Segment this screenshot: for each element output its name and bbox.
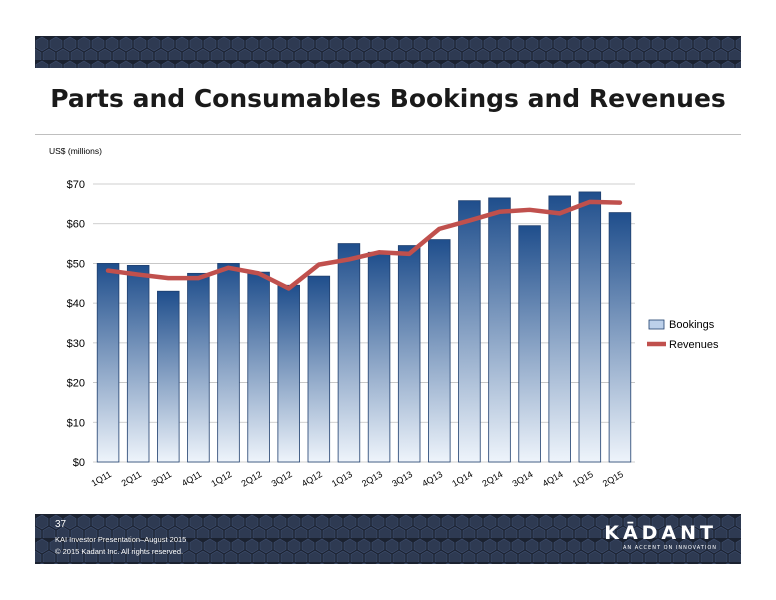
x-tick-label: 1Q15 [571,469,595,489]
bookings-bar [458,200,481,463]
x-tick-label: 4Q12 [300,469,324,489]
revenues-line [105,199,623,291]
x-tick-label: 2Q13 [360,469,384,489]
bookings-bar [126,265,150,463]
y-tick-label: $10 [67,417,85,429]
legend-bookings-swatch [648,319,665,330]
y-tick-label: $30 [67,338,85,350]
x-tick-label: 2Q15 [601,469,625,489]
x-tick-label: 2Q11 [120,469,143,488]
x-tick-label: 2Q14 [480,469,504,489]
bookings-bar [578,191,602,463]
footer-presentation-name: KAI Investor Presentation–August 2015 [55,535,187,544]
legend-revenues-label: Revenues [669,339,719,351]
bookings-bar [187,272,210,463]
x-tick-label: 3Q12 [270,469,294,489]
bookings-bar [488,197,511,463]
bookings-bar [247,271,270,463]
title-divider [35,134,741,135]
x-tick-label: 1Q11 [90,469,113,488]
x-tick-label: 4Q13 [420,469,444,489]
footer-copyright: © 2015 Kadant Inc. All rights reserved. [55,547,184,556]
y-tick-label: $50 [67,258,85,270]
footer-band: 37 KAI Investor Presentation–August 2015… [35,514,741,564]
header-band [35,36,741,68]
y-tick-label: $20 [67,378,85,390]
bookings-bar [397,245,421,463]
x-tick-label: 1Q12 [209,469,233,489]
y-tick-label: $70 [67,179,85,191]
bookings-bar [428,239,451,463]
bookings-bar [337,243,361,463]
y-tick-label: $0 [73,457,85,469]
bookings-bar [367,251,391,463]
bookings-bar [96,263,120,463]
page-number: 37 [55,519,67,530]
x-tick-label: 3Q13 [390,469,414,489]
bookings-bar [277,284,300,463]
legend-bookings-label: Bookings [669,319,715,331]
kadant-logo: KĀDANT AN ACCENT ON INNOVATION [604,523,717,551]
x-tick-label: 1Q14 [450,469,474,489]
bookings-bar [217,263,240,463]
slide: Parts and Consumables Bookings and Reven… [35,36,741,564]
x-tick-label: 3Q11 [150,469,173,488]
x-tick-label: 2Q12 [240,469,264,489]
bookings-bar [548,195,571,463]
hex-pattern-footer [35,514,741,564]
x-tick-label: 4Q14 [541,469,565,489]
x-tick-label: 1Q13 [330,469,354,489]
slide-title: Parts and Consumables Bookings and Reven… [50,84,726,113]
x-tick-label: 4Q11 [180,469,203,488]
logo-wordmark: KĀDANT [604,522,717,544]
logo-tagline: AN ACCENT ON INNOVATION [622,545,717,551]
y-axis-label: US$ (millions) [49,146,102,156]
y-tick-label: $60 [67,219,85,231]
bookings-bar [307,275,331,463]
bookings-revenues-chart: US$ (millions) $0 $10 $20 $30 $40 $50 $60 $70 1Q1… [49,146,719,489]
y-tick-label: $40 [67,298,85,310]
bookings-bar [608,212,632,463]
hex-pattern-header [35,36,741,68]
x-tick-label: 3Q14 [511,469,535,489]
bookings-bar [518,225,541,463]
bookings-bar [157,290,180,463]
